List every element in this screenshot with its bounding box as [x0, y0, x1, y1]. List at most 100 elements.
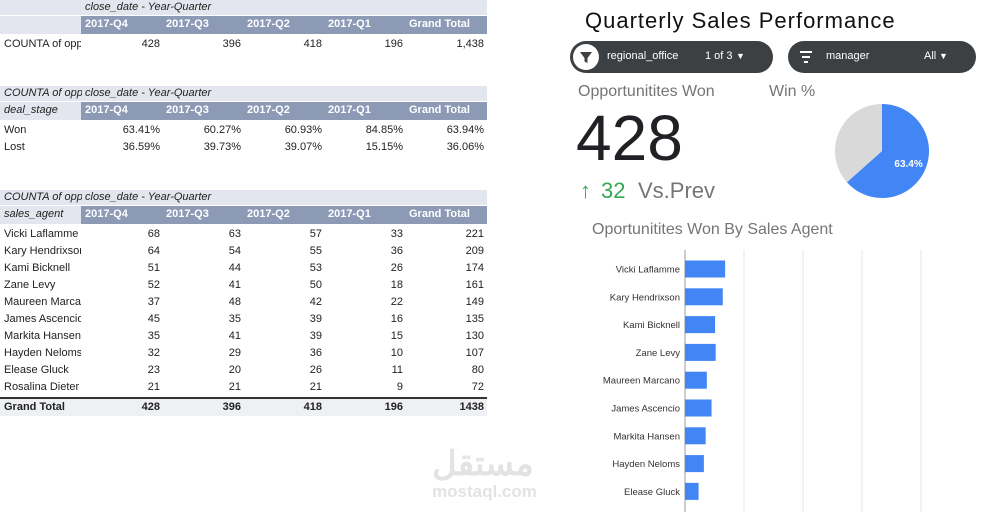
corner-label: COUNTA of opp — [4, 87, 82, 99]
row-label: Kary Hendrixson — [4, 245, 81, 257]
table-value: 68 — [147, 228, 160, 240]
column-group-label: close_date - Year-Quarter — [85, 1, 212, 13]
scorecard-value: 428 — [576, 102, 683, 174]
bar — [685, 371, 707, 389]
table-value: 57 — [309, 228, 322, 240]
table-value: 35 — [228, 313, 241, 325]
column-header: Grand Total — [409, 208, 470, 220]
table-value: 21 — [309, 381, 322, 393]
table-value: 209 — [465, 245, 484, 257]
table-value: 161 — [465, 279, 484, 291]
table-value: 36 — [390, 245, 403, 257]
table-value: 32 — [147, 347, 160, 359]
table-value: 26 — [309, 364, 322, 376]
bar — [685, 288, 723, 306]
table-value: 63.41% — [122, 124, 160, 136]
category-label: Kary Hendrixson — [610, 292, 680, 303]
column-header: 2017-Q2 — [247, 208, 290, 220]
column-group-label: close_date - Year-Quarter — [85, 191, 212, 203]
column-header: 2017-Q1 — [328, 18, 371, 30]
row-label: Rosalina Dieter — [4, 381, 80, 393]
row-label: James Ascencio — [4, 313, 81, 325]
column-header: Grand Total — [409, 104, 470, 116]
column-header: 2017-Q3 — [166, 18, 209, 30]
table-value: 20 — [228, 364, 241, 376]
category-label: Hayden Neloms — [612, 459, 680, 470]
table-value: 63.94% — [446, 124, 484, 136]
row-header-band — [0, 102, 81, 120]
pie-slice — [835, 104, 882, 183]
table-value: 51 — [147, 262, 160, 274]
table-value: 63 — [228, 228, 241, 240]
row-label: Grand Total — [4, 401, 65, 413]
table-value: 428 — [141, 38, 160, 50]
category-label: Zane Levy — [636, 348, 681, 359]
column-header: 2017-Q2 — [247, 104, 290, 116]
row-label: Maureen Marcano — [4, 296, 81, 308]
column-header-band — [81, 206, 487, 224]
row-label: Elease Gluck — [4, 364, 69, 376]
category-label: Kami Bicknell — [623, 320, 680, 331]
watermark-arabic: مستقل — [432, 445, 534, 483]
scorecard-delta-arrow: ↑ — [580, 178, 591, 203]
column-header: Grand Total — [409, 18, 470, 30]
bar — [685, 482, 699, 500]
table-value: 15.15% — [365, 141, 403, 153]
row-label: Zane Levy — [4, 279, 56, 291]
table-value: 15 — [390, 330, 403, 342]
row-header-label: sales_agent — [4, 208, 64, 220]
table-value: 10 — [390, 347, 403, 359]
corner-label: COUNTA of opp — [4, 191, 82, 203]
table-value: 418 — [303, 401, 322, 413]
table-value: 60.27% — [203, 124, 241, 136]
filter-control[interactable]: manager All ▼ — [788, 41, 976, 73]
table-value: 21 — [228, 381, 241, 393]
bar — [685, 316, 716, 334]
column-header-band — [81, 16, 487, 34]
pie-label: 63.4% — [894, 159, 922, 170]
scorecard-comparison: Vs.Prev — [638, 178, 716, 203]
table-value: 84.85% — [365, 124, 403, 136]
pie-slice — [846, 104, 929, 198]
table-value: 48 — [228, 296, 241, 308]
scorecard-delta: 32 — [601, 178, 626, 203]
table-value: 36.06% — [446, 141, 484, 153]
row-label: Won — [4, 124, 27, 136]
table-value: 41 — [228, 279, 241, 291]
filter-control[interactable]: regional_office 1 of 3 ▼ — [570, 41, 773, 73]
row-label: Kami Bicknell — [4, 262, 71, 274]
table-value: 44 — [228, 262, 241, 274]
row-label: Hayden Neloms — [4, 347, 81, 359]
bar — [685, 427, 706, 445]
table-value: 396 — [222, 38, 241, 50]
table-value: 21 — [147, 381, 160, 393]
table-value: 45 — [147, 313, 160, 325]
column-header: 2017-Q4 — [85, 18, 128, 30]
filter-glyph — [800, 51, 812, 63]
column-header: 2017-Q3 — [166, 104, 209, 116]
dropdown-arrow: ▼ — [939, 51, 948, 61]
table-value: 22 — [390, 296, 403, 308]
table-value: 36.59% — [122, 141, 160, 153]
column-header: 2017-Q4 — [85, 208, 128, 220]
row-header-band — [0, 206, 81, 224]
total-band — [0, 397, 487, 416]
pie-title: Win % — [769, 83, 816, 100]
table-value: 1,438 — [456, 38, 484, 50]
table-value: 196 — [384, 401, 403, 413]
table-value: 221 — [465, 228, 484, 240]
row-header-band — [0, 16, 81, 34]
column-group-label: close_date - Year-Quarter — [85, 87, 212, 99]
watermark-latin: mostaql.com — [432, 482, 537, 501]
table-value: 37 — [147, 296, 160, 308]
category-label: Elease Gluck — [624, 487, 680, 498]
table-value: 26 — [390, 262, 403, 274]
table-value: 50 — [309, 279, 322, 291]
filter-field: regional_office — [607, 50, 679, 62]
table-value: 39.07% — [284, 141, 322, 153]
category-label: James Ascencio — [611, 404, 680, 415]
bar — [685, 399, 712, 417]
table-value: 72 — [471, 381, 484, 393]
table-value: 418 — [303, 38, 322, 50]
